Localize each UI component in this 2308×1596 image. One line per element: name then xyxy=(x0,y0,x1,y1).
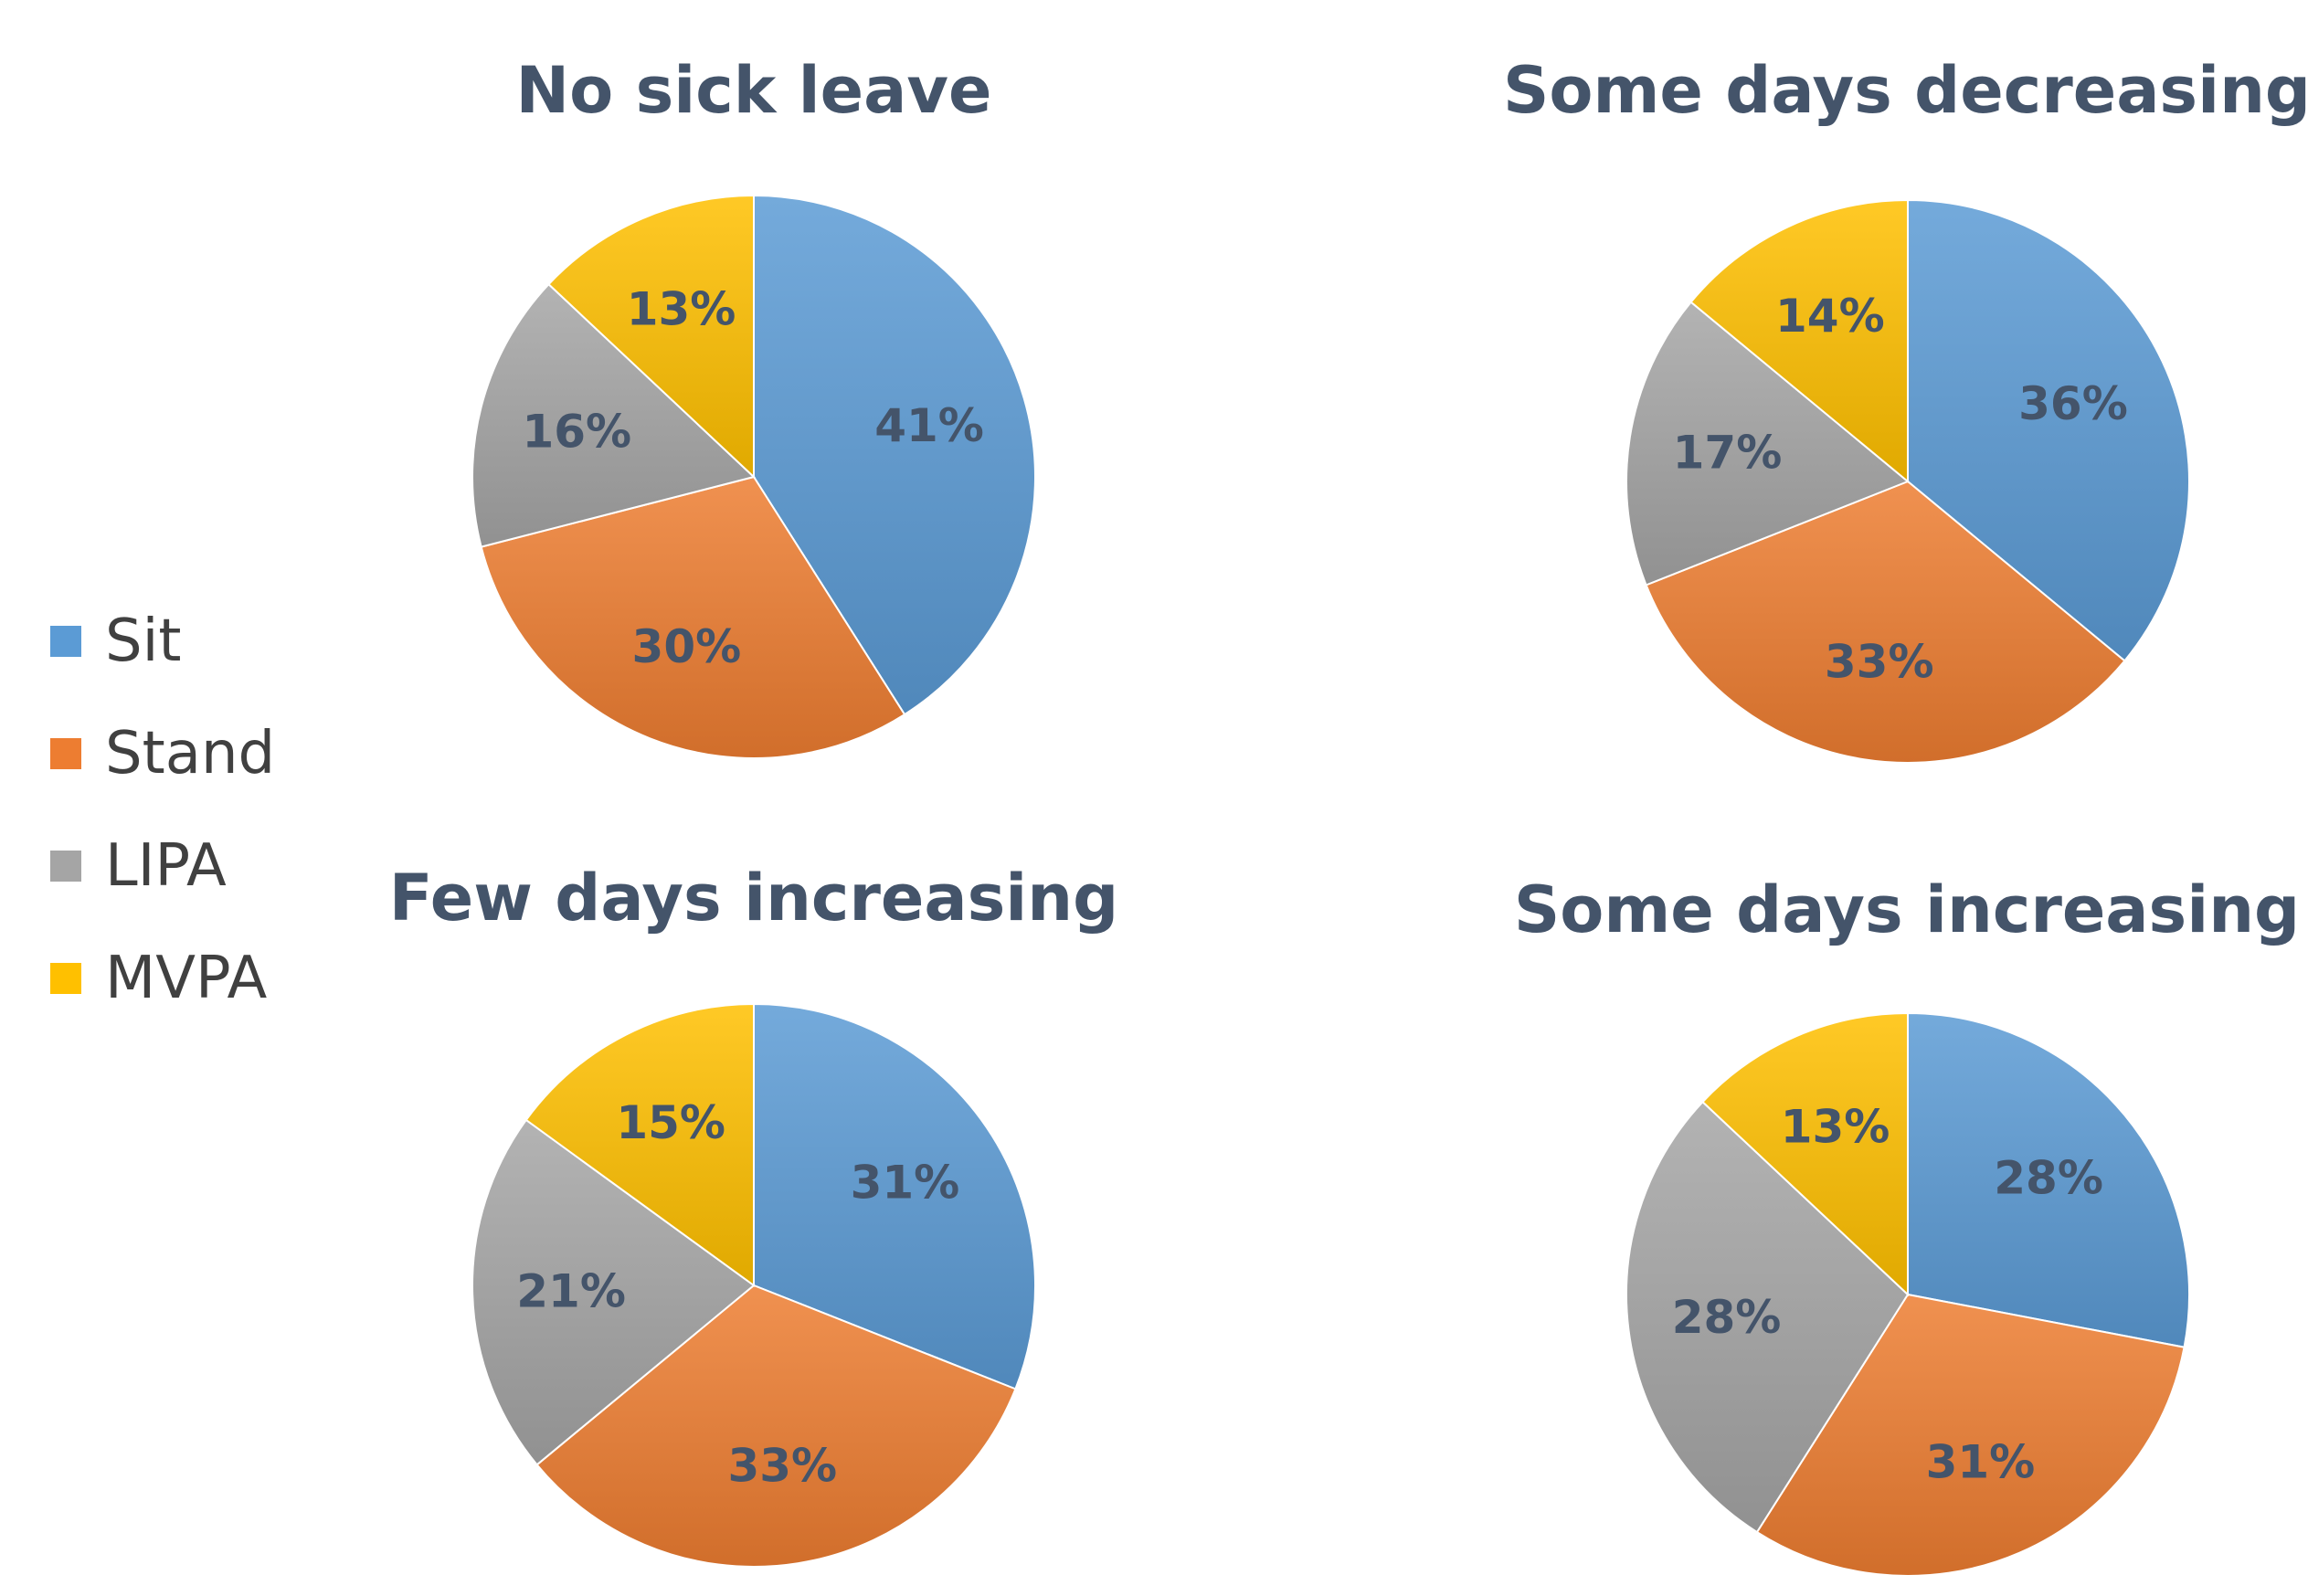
pie-slice-some-days-increasing-sit xyxy=(1907,1011,2190,1348)
pie-no-sick-leave: 41% 30% 16% 13% xyxy=(471,194,1036,759)
pie-slice-no-sick-leave-lipa xyxy=(471,282,757,548)
pie-slice-few-days-increasing-sit xyxy=(753,1002,1036,1390)
legend-swatch-mvpa xyxy=(50,962,81,994)
pie-slice-some-days-decreasing-stand xyxy=(1645,480,2126,764)
chart-title-some-days-increasing: Some days increasing xyxy=(1513,872,2301,947)
pie-slice-some-days-decreasing-mvpa xyxy=(1689,198,1909,484)
data-label-some-days-increasing-sit: 28% xyxy=(1994,1152,2103,1205)
data-label-some-days-increasing-stand: 31% xyxy=(1926,1436,2036,1489)
pie-slice-no-sick-leave-sit xyxy=(753,194,1036,716)
pie-slice-some-days-decreasing-lipa xyxy=(1625,301,1910,587)
legend-swatch-sit xyxy=(50,625,81,657)
legend-label-mvpa: MVPA xyxy=(105,944,268,1012)
chart-title-few-days-increasing: Few days increasing xyxy=(388,861,1119,935)
pie-slice-few-days-increasing-lipa xyxy=(471,1118,756,1466)
pie-some-days-increasing: 28% 31% 28% 13% xyxy=(1625,1011,2190,1577)
legend-item-lipa: LIPA xyxy=(50,809,275,922)
data-label-few-days-increasing-lipa: 21% xyxy=(516,1264,626,1317)
chart-title-some-days-decreasing: Some days decreasing xyxy=(1502,53,2308,128)
legend-item-stand: Stand xyxy=(50,697,275,809)
data-label-no-sick-leave-mvpa: 13% xyxy=(627,282,736,335)
chart-title-no-sick-leave: No sick leave xyxy=(515,53,992,128)
data-label-few-days-increasing-stand: 33% xyxy=(727,1440,837,1493)
data-label-few-days-increasing-mvpa: 15% xyxy=(616,1096,725,1149)
pie-slice-few-days-increasing-mvpa xyxy=(524,1002,755,1287)
legend-label-stand: Stand xyxy=(105,719,276,787)
pie-slice-some-days-increasing-mvpa xyxy=(1701,1011,1909,1297)
data-label-no-sick-leave-stand: 30% xyxy=(632,620,742,673)
data-label-some-days-decreasing-mvpa: 14% xyxy=(1775,290,1885,343)
legend: Sit Stand LIPA MVPA xyxy=(50,585,275,1034)
legend-item-sit: Sit xyxy=(50,585,275,697)
data-label-no-sick-leave-sit: 41% xyxy=(874,399,984,452)
pie-some-days-decreasing: 36% 33% 17% 14% xyxy=(1625,198,2190,764)
data-label-some-days-increasing-lipa: 28% xyxy=(1672,1291,1782,1344)
pie-slice-few-days-increasing-stand xyxy=(535,1284,1017,1568)
pie-slice-no-sick-leave-mvpa xyxy=(547,194,755,480)
data-label-some-days-increasing-mvpa: 13% xyxy=(1781,1100,1890,1153)
legend-label-lipa: LIPA xyxy=(105,831,227,900)
data-label-some-days-decreasing-sit: 36% xyxy=(2018,377,2128,430)
legend-swatch-lipa xyxy=(50,850,81,882)
data-label-some-days-decreasing-lipa: 17% xyxy=(1673,427,1783,480)
legend-swatch-stand xyxy=(50,737,81,769)
pie-few-days-increasing: 31% 33% 21% 15% xyxy=(471,1002,1036,1568)
legend-label-sit: Sit xyxy=(105,607,182,675)
pie-slice-some-days-decreasing-sit xyxy=(1907,198,2190,662)
data-label-no-sick-leave-lipa: 16% xyxy=(522,405,631,458)
legend-item-mvpa: MVPA xyxy=(50,922,275,1034)
pie-slice-some-days-increasing-lipa xyxy=(1625,1100,1910,1534)
pie-slice-no-sick-leave-stand xyxy=(480,475,906,759)
data-label-few-days-increasing-sit: 31% xyxy=(851,1157,960,1210)
data-label-some-days-decreasing-stand: 33% xyxy=(1825,636,1934,689)
